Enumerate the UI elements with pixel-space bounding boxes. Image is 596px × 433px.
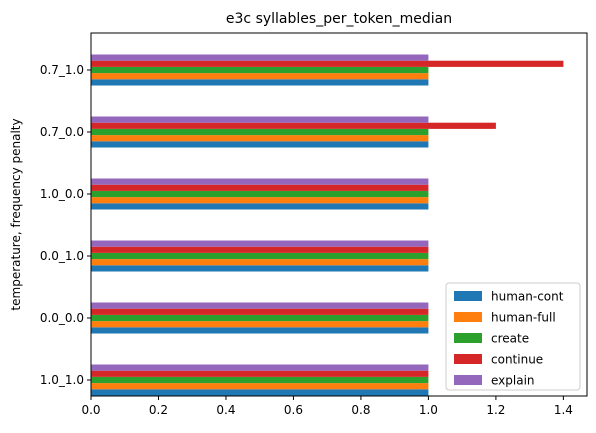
bar-explain-0.0_0.0	[91, 302, 429, 309]
bar-human-cont-0.0_0.0	[91, 327, 429, 334]
bar-continue-0.7_0.0	[91, 122, 496, 129]
bar-explain-0.7_0.0	[91, 116, 429, 123]
bar-create-0.0_1.0	[91, 252, 429, 260]
bar-human-full-0.0_0.0	[91, 321, 429, 328]
legend-label-create: create	[491, 332, 529, 346]
x-tick-label: 0.0	[81, 403, 100, 417]
x-tick-label: 1.2	[486, 403, 505, 417]
x-tick-label: 0.6	[284, 403, 303, 417]
chart-title: e3c syllables_per_token_median	[226, 11, 452, 27]
legend-label-human-cont: human-cont	[491, 290, 564, 304]
legend-label-continue: continue	[491, 353, 543, 367]
bar-continue-1.0_1.0	[91, 370, 429, 377]
bar-human-full-0.7_1.0	[91, 73, 429, 80]
y-tick-label: 1.0_0.0	[40, 187, 84, 201]
x-tick-label: 0.8	[351, 403, 370, 417]
x-axis: 0.0 0.2 0.4 0.6 0.8 1.0 1.2 1.4	[81, 396, 573, 417]
x-tick-label: 0.4	[216, 403, 235, 417]
bar-human-full-1.0_1.0	[91, 383, 429, 390]
bar-continue-0.0_1.0	[91, 246, 429, 253]
bar-human-cont-1.0_1.0	[91, 389, 429, 396]
legend-swatch-human-cont	[454, 291, 482, 301]
x-tick-label: 1.4	[554, 403, 573, 417]
bar-create-0.7_0.0	[91, 128, 429, 136]
bar-explain-0.7_1.0	[91, 54, 429, 61]
y-axis-label: temperature, frequency penalty	[9, 118, 23, 310]
bar-continue-0.7_1.0	[91, 60, 564, 67]
bar-human-full-0.0_1.0	[91, 259, 429, 266]
bar-human-cont-1.0_0.0	[91, 203, 429, 210]
bar-explain-1.0_0.0	[91, 178, 429, 185]
bars-group	[91, 54, 564, 396]
legend-swatch-create	[454, 333, 482, 343]
legend-swatch-human-full	[454, 312, 482, 322]
legend: human-cont human-full create continue explai…	[445, 282, 581, 391]
legend-label-human-full: human-full	[491, 311, 556, 325]
bar-create-1.0_1.0	[91, 376, 429, 384]
bar-human-cont-0.0_1.0	[91, 265, 429, 272]
y-tick-label: 0.0_1.0	[40, 249, 84, 263]
legend-swatch-explain	[454, 375, 482, 385]
bar-continue-1.0_0.0	[91, 184, 429, 191]
y-tick-label: 1.0_1.0	[40, 373, 84, 387]
bar-human-full-0.7_0.0	[91, 135, 429, 142]
legend-swatch-continue	[454, 354, 482, 364]
plot-frame	[90, 32, 588, 397]
bar-human-full-1.0_0.0	[91, 197, 429, 204]
bar-create-1.0_0.0	[91, 190, 429, 198]
y-tick-label: 0.7_0.0	[40, 125, 84, 139]
y-tick-label: 0.0_0.0	[40, 311, 84, 325]
y-axis: 1.0_1.0 0.0_0.0 0.0_1.0 1.0_0.0 0.7_0.0 0.7_1…	[40, 63, 91, 387]
bar-create-0.7_1.0	[91, 66, 429, 74]
bar-continue-0.0_0.0	[91, 308, 429, 315]
bar-explain-0.0_1.0	[91, 240, 429, 247]
x-tick-label: 0.2	[149, 403, 168, 417]
bar-human-cont-0.7_0.0	[91, 141, 429, 148]
bar-explain-1.0_1.0	[91, 364, 429, 371]
x-tick-label: 1.0	[419, 403, 438, 417]
legend-label-explain: explain	[491, 374, 535, 388]
y-tick-label: 0.7_1.0	[40, 63, 84, 77]
bar-create-0.0_0.0	[91, 314, 429, 322]
bar-human-cont-0.7_1.0	[91, 79, 429, 86]
